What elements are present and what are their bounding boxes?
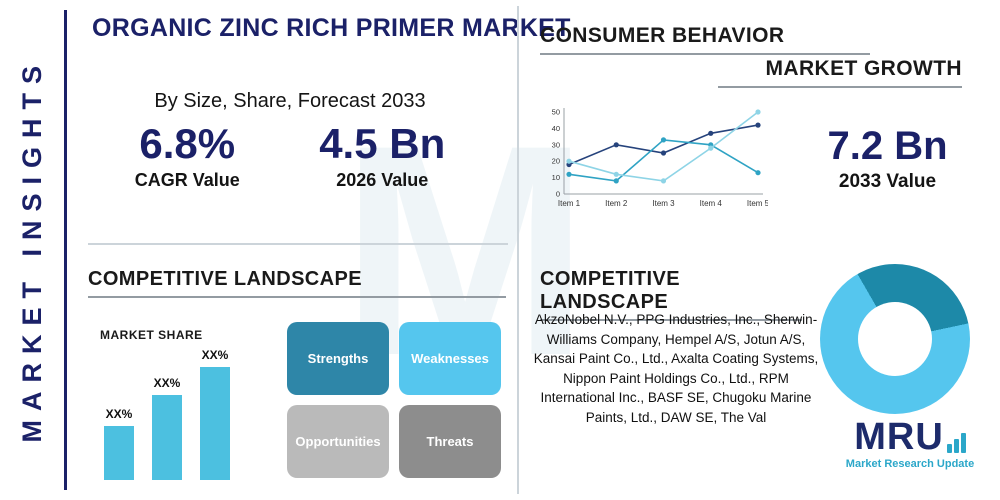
swot-opportunities: Opportunities: [287, 405, 389, 478]
bar-value-label: XX%: [201, 348, 229, 362]
market-growth-line-chart: 0 10 20 30 40 50 Item 1 Item 2 Item 3 Item 4 Item …: [543, 104, 770, 219]
page-title: ORGANIC ZINC RICH PRIMER MARKET: [92, 14, 571, 42]
brand-logo: MRU Market Research Update: [828, 418, 992, 470]
vertical-accent-line: [64, 10, 67, 490]
competitive-landscape-left-heading: COMPETITIVE LANDSCAPE: [88, 268, 506, 298]
vertical-divider: [517, 6, 519, 494]
svg-text:Item 1: Item 1: [558, 199, 581, 208]
bar: [152, 395, 182, 480]
company-list: AkzoNobel N.V., PPG Industries, Inc., Sh…: [533, 312, 819, 425]
consumer-behavior-heading: CONSUMER BEHAVIOR: [540, 24, 870, 55]
value-2033-stat: 7.2 Bn 2033 Value: [800, 124, 975, 193]
svg-text:10: 10: [552, 173, 560, 182]
bar: [200, 367, 230, 480]
svg-text:Item 4: Item 4: [700, 199, 723, 208]
market-insights-label: MARKET INSIGHTS: [16, 57, 47, 443]
svg-text:50: 50: [552, 108, 560, 117]
bar-column: XX%: [152, 376, 182, 480]
svg-text:Item 2: Item 2: [605, 199, 628, 208]
value-2033: 7.2 Bn: [827, 124, 948, 168]
logo-bars-icon: [946, 433, 966, 456]
swot-grid: Strengths Weaknesses Opportunities Threa…: [287, 322, 501, 478]
cagr-stat: 6.8% CAGR Value: [135, 120, 240, 191]
svg-text:0: 0: [556, 190, 560, 199]
market-share-title: MARKET SHARE: [100, 328, 203, 342]
market-share-bar-chart: XX% XX% XX%: [104, 335, 230, 480]
swot-strengths: Strengths: [287, 322, 389, 395]
cagr-label: CAGR Value: [134, 170, 240, 190]
cagr-value: 6.8%: [139, 120, 236, 167]
competitive-landscape-right-heading: COMPETITIVE LANDSCAPE: [540, 268, 802, 321]
value-2026-stat: 4.5 Bn 2026 Value: [319, 120, 445, 191]
horizontal-divider: [88, 243, 508, 245]
logo-text: MRU: [854, 416, 944, 458]
svg-text:20: 20: [552, 157, 560, 166]
market-growth-heading: MARKET GROWTH: [718, 57, 962, 88]
svg-text:Item 5: Item 5: [747, 199, 768, 208]
svg-text:Item 3: Item 3: [652, 199, 675, 208]
bar-column: XX%: [104, 407, 134, 480]
value-2026-label: 2026 Value: [336, 170, 429, 190]
bar-value-label: XX%: [105, 407, 133, 421]
logo-tagline: Market Research Update: [845, 458, 975, 470]
svg-text:40: 40: [552, 124, 560, 133]
value-2026: 4.5 Bn: [319, 120, 446, 167]
swot-threats: Threats: [399, 405, 501, 478]
bar-value-label: XX%: [153, 376, 181, 390]
logo-row: MRU: [828, 418, 992, 456]
value-2033-label: 2033 Value: [838, 171, 937, 192]
vertical-section-label: MARKET INSIGHTS: [4, 0, 60, 500]
svg-text:30: 30: [552, 140, 560, 149]
bar-column: XX%: [200, 348, 230, 480]
bar: [104, 426, 134, 480]
key-stats: 6.8% CAGR Value 4.5 Bn 2026 Value: [95, 120, 485, 191]
swot-weaknesses: Weaknesses: [399, 322, 501, 395]
page-subtitle: By Size, Share, Forecast 2033: [154, 90, 426, 112]
landscape-donut-chart: [820, 264, 970, 414]
